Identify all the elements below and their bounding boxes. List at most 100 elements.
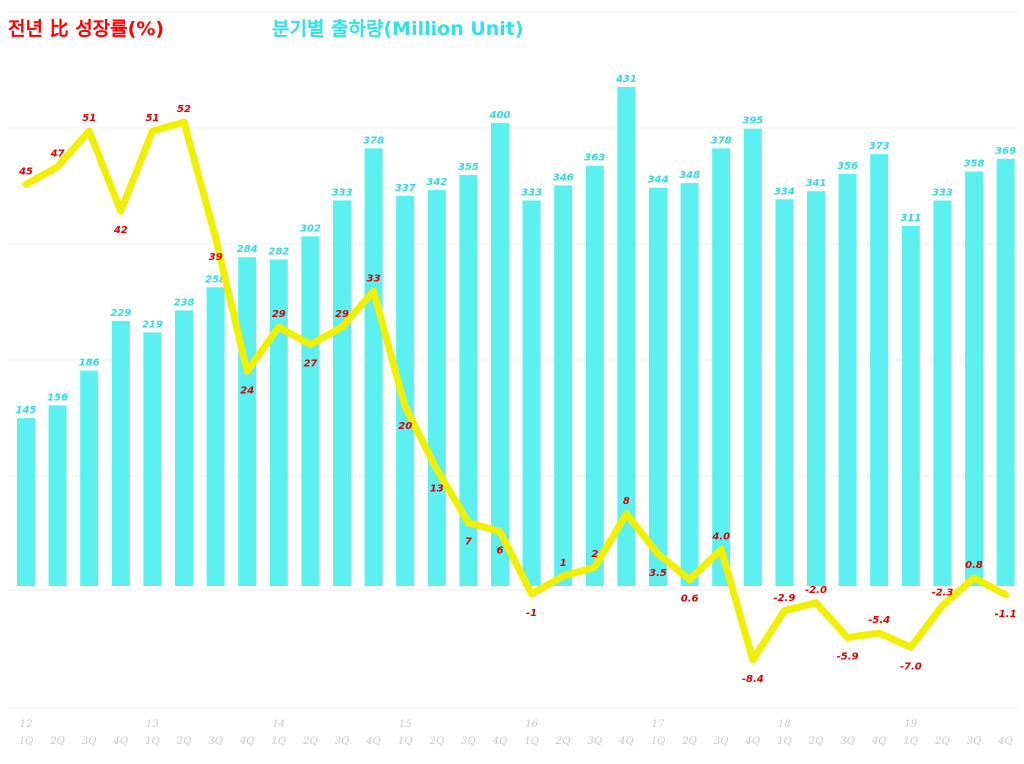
bar-value-label: 284 (237, 244, 258, 255)
bar (838, 173, 857, 586)
growth-value-label: 8 (623, 496, 630, 507)
growth-value-label: -5.9 (837, 652, 859, 663)
growth-value-label: 24 (240, 385, 254, 396)
bar-value-label: 378 (711, 135, 732, 146)
bar (238, 257, 257, 586)
bar (459, 174, 478, 586)
growth-value-label: 29 (335, 309, 349, 320)
growth-value-label: 29 (272, 309, 286, 320)
growth-value-label: 42 (113, 225, 128, 236)
x-quarter-label: 1Q (145, 736, 160, 747)
x-quarter-label: 4Q (492, 736, 508, 747)
bar-value-label: 258 (205, 274, 226, 285)
x-year-label: 17 (652, 719, 665, 730)
growth-value-label: 2 (591, 549, 598, 560)
bar (143, 332, 162, 586)
bar (17, 418, 35, 586)
x-quarter-label: 2Q (302, 736, 318, 747)
bar (111, 320, 130, 586)
growth-value-label: 51 (145, 113, 159, 124)
bar (364, 148, 383, 587)
bar-value-label: 355 (458, 162, 479, 173)
bar-value-label: 431 (615, 74, 637, 85)
bar (396, 195, 415, 586)
bar (996, 158, 1015, 586)
growth-line (22, 118, 1010, 664)
bar-value-label: 363 (584, 153, 605, 164)
bar (269, 259, 288, 586)
x-quarter-label: 4Q (997, 736, 1013, 747)
growth-value-label: -5.4 (868, 615, 890, 626)
bar (175, 310, 193, 586)
bar-value-label: 395 (742, 116, 763, 127)
bar-value-label: 344 (648, 175, 669, 186)
bar-value-label: 302 (300, 223, 321, 234)
bar-value-label: 358 (964, 159, 985, 170)
x-quarter-label: 3Q (588, 736, 603, 747)
x-quarter-label: 2Q (429, 736, 445, 747)
bar-value-label: 369 (995, 146, 1016, 157)
growth-value-label: 7 (465, 537, 472, 548)
bar-value-label: 238 (174, 297, 195, 308)
bar (807, 191, 825, 587)
x-quarter-label: 1Q (651, 736, 666, 747)
growth-value-label: 0.6 (681, 594, 699, 605)
growth-title: 전년 比 성장률(%) (8, 18, 165, 40)
growth-value-label: -7.0 (900, 661, 922, 672)
x-quarter-label: 4Q (745, 736, 761, 747)
x-quarter-label: 1Q (524, 736, 539, 747)
growth-value-label: 13 (430, 483, 444, 494)
bar-value-label: 356 (837, 161, 858, 172)
bar-value-label: 282 (268, 247, 289, 258)
x-quarter-label: 4Q (618, 736, 634, 747)
growth-value-label: 3.5 (649, 568, 667, 579)
growth-value-label: -2.3 (931, 587, 953, 598)
growth-value-label: 47 (50, 149, 65, 160)
x-quarter-label: 1Q (398, 736, 413, 747)
growth-value-label: -1.1 (995, 609, 1017, 620)
bar-value-label: 219 (142, 319, 163, 330)
x-quarter-label: 1Q (777, 736, 792, 747)
growth-value-label: 0.8 (965, 560, 983, 571)
bar-value-label: 145 (16, 405, 37, 416)
growth-value-label: -8.4 (742, 674, 764, 685)
bar (775, 199, 794, 586)
bar (870, 154, 889, 586)
bar (649, 187, 667, 587)
bar (206, 287, 225, 586)
x-quarter-label: 1Q (904, 736, 919, 747)
x-year-label: 14 (272, 719, 285, 730)
growth-value-label: 39 (209, 252, 223, 263)
growth-value-label: 4.0 (711, 531, 730, 542)
bar-value-label: 400 (489, 110, 511, 121)
x-quarter-label: 4Q (239, 736, 255, 747)
bar (617, 87, 636, 586)
growth-value-label: 6 (497, 546, 504, 557)
x-quarter-label: 2Q (49, 736, 65, 747)
growth-value-label: 27 (303, 359, 317, 370)
x-quarter-label: 1Q (272, 736, 287, 747)
bar-value-label: 333 (521, 187, 542, 198)
bar-value-label: 348 (679, 170, 700, 181)
bar (522, 200, 541, 586)
x-quarter-label: 4Q (871, 736, 887, 747)
x-quarter-label: 4Q (365, 736, 381, 747)
bar (712, 148, 731, 587)
bar-value-label: 333 (932, 187, 953, 198)
x-quarter-label: 3Q (714, 736, 729, 747)
bar (965, 171, 983, 586)
x-quarter-label: 2Q (555, 736, 571, 747)
x-quarter-label: 2Q (176, 736, 192, 747)
bar (80, 370, 99, 586)
bar-value-label: 346 (553, 172, 574, 183)
x-quarter-label: 3Q (208, 736, 223, 747)
bar (301, 236, 320, 586)
x-quarter-label: 3Q (82, 736, 97, 747)
x-year-label: 18 (778, 719, 791, 730)
bar (933, 200, 952, 586)
x-quarter-label: 3Q (967, 736, 982, 747)
x-quarter-label: 3Q (461, 736, 476, 747)
x-quarter-label: 3Q (335, 736, 350, 747)
growth-value-label: 51 (82, 113, 96, 124)
